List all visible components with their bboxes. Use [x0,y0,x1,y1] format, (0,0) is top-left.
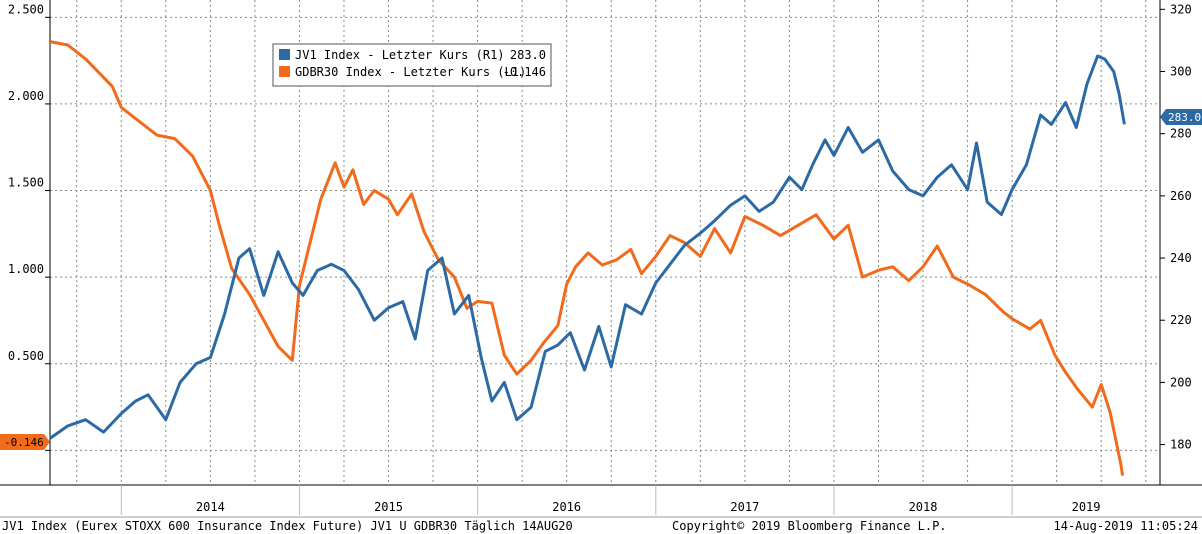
legend-swatch-jv1 [279,49,290,60]
right-tick-label: 220 [1170,313,1192,327]
left-tick-label: 0.500 [8,349,44,363]
last-value-tag-right-text: 283.0 [1168,111,1201,124]
right-tick-label: 200 [1170,375,1192,389]
x-tick-label: 2017 [730,500,759,514]
left-tick-label: 1.000 [8,262,44,276]
legend-value-jv1: 283.0 [510,48,546,62]
footer-left: JV1 Index (Eurex STOXX 600 Insurance Ind… [2,519,573,533]
series-line-gdbr30 [49,40,1125,476]
legend-swatch-gdbr30 [279,66,290,77]
right-tick-label: 280 [1170,127,1192,141]
x-tick-label: 2018 [909,500,938,514]
last-value-tag-left-text: -0.146 [4,436,44,449]
x-tick-label: 2016 [552,500,581,514]
last-value-tag-right: 283.0 [1160,109,1202,125]
right-tick-label: 260 [1170,189,1192,203]
left-tick-label: 2.500 [8,2,44,16]
right-tick-label: 240 [1170,251,1192,265]
last-value-tag-left: -0.146 [0,434,50,450]
right-tick-label: 300 [1170,65,1192,79]
left-tick-label: 1.500 [8,176,44,190]
legend-box [272,43,552,87]
grid [50,0,1160,485]
x-tick-label: 2014 [196,500,225,514]
legend-label-jv1: JV1 Index - Letzter Kurs (R1) [295,48,505,62]
series-layer [49,40,1126,476]
footer-center: Copyright© 2019 Bloomberg Finance L.P. [672,519,947,533]
right-tick-label: 180 [1170,438,1192,452]
last-value-tag-left-shape [0,434,50,450]
series-line-jv1 [49,54,1126,440]
right-axis-ticks: 320 300 280 260 240 220 200 180 [1160,2,1192,452]
right-tick-label: 320 [1170,2,1192,16]
x-tick-label: 2015 [374,500,403,514]
last-value-tag-right-shape [1160,109,1202,125]
legend: JV1 Index - Letzter Kurs (R1) 283.0 GDBR… [272,43,552,87]
left-tick-label: 2.000 [8,89,44,103]
plot-area [50,0,1160,485]
footer-right: 14-Aug-2019 11:05:24 [1054,519,1199,533]
legend-value-gdbr30: -0.146 [503,65,546,79]
x-tick-label: 2019 [1072,500,1101,514]
x-axis-ticks: 2014 2015 2016 2017 2018 2019 [120,485,1101,515]
legend-label-gdbr30: GDBR30 Index - Letzter Kurs (L1) [295,65,526,79]
